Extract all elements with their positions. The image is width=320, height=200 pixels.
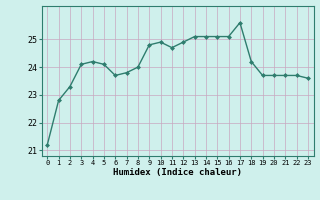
X-axis label: Humidex (Indice chaleur): Humidex (Indice chaleur) — [113, 168, 242, 177]
